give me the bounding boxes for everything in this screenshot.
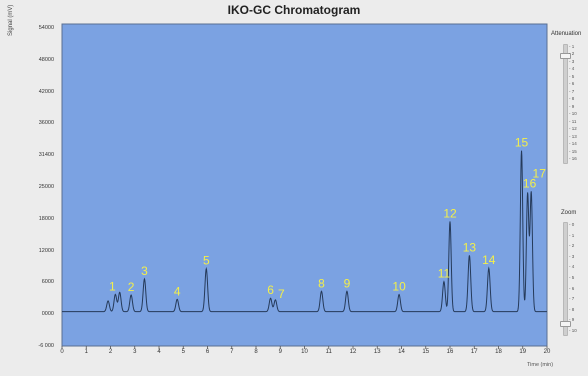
x-tick-label: 13 — [373, 349, 381, 355]
zoom-title: Zoom — [561, 210, 577, 216]
y-tick-label: 6000 — [41, 279, 54, 286]
slider-tick-label: - 6 — [569, 81, 575, 87]
peak-label: 2 — [128, 280, 135, 294]
x-tick-label: 10 — [301, 349, 308, 355]
peak-label: 15 — [515, 136, 529, 150]
y-tick-label: 36000 — [38, 120, 54, 127]
x-tick-label: 16 — [446, 349, 454, 355]
y-tick-label: 42000 — [38, 88, 54, 95]
attenuation-slider-thumb[interactable] — [560, 53, 571, 60]
x-tick-marks — [61, 346, 548, 349]
y-tick-label: 18000 — [38, 215, 54, 222]
attenuation-title: Attenuation — [551, 31, 582, 37]
slider-tick-label: - 1 — [569, 44, 575, 49]
x-tick-label: 7 — [230, 349, 234, 355]
peak-label: 1 — [109, 279, 116, 293]
slider-tick-label: - 8 — [569, 306, 575, 312]
y-tick-label: 48000 — [38, 56, 54, 63]
x-axis-label: Time (min) — [527, 362, 554, 368]
x-tick-label: 5 — [181, 349, 185, 355]
slider-tick-label: - 16 — [569, 156, 577, 161]
attenuation-slider-track[interactable] — [563, 44, 568, 164]
x-tick-label: 3 — [133, 349, 137, 355]
x-tick-label: 14 — [398, 349, 405, 355]
y-tick-label: 25000 — [38, 184, 54, 190]
x-tick-label: 19 — [519, 349, 527, 355]
slider-tick-label: - 1 — [569, 232, 575, 238]
x-tick-label: 0 — [60, 349, 64, 355]
slider-tick-label: - 10 — [569, 111, 577, 117]
y-tick-label: 12000 — [38, 247, 54, 254]
slider-tick-label: - 6 — [569, 285, 575, 291]
slider-tick-label: - 10 — [569, 328, 577, 333]
x-tick-label: 4 — [157, 349, 161, 355]
slider-tick-label: - 5 — [569, 275, 575, 280]
window-title: IKO-GC Chromatogram — [227, 3, 361, 17]
y-tick-label: 31400 — [38, 152, 54, 159]
y-tick-label: 54000 — [38, 25, 54, 31]
slider-tick-label: - 12 — [569, 126, 577, 132]
peak-label: 9 — [344, 276, 351, 290]
plot-area[interactable] — [61, 23, 548, 347]
peak-label: 7 — [278, 287, 285, 301]
slider-tick-label: - 15 — [569, 148, 577, 154]
peak-label: 13 — [463, 240, 477, 254]
peak-label: 16 — [523, 177, 537, 191]
slider-tick-label: - 9 — [569, 317, 575, 323]
x-tick-label: 8 — [254, 349, 258, 355]
slider-tick-label: - 14 — [569, 141, 577, 147]
peak-label: 6 — [267, 283, 274, 297]
slider-tick-label: - 13 — [569, 133, 577, 139]
peak-label: 14 — [482, 253, 496, 267]
x-tick-label: 6 — [205, 349, 210, 355]
peak-label: 8 — [318, 276, 325, 290]
zoom-slider-thumb[interactable] — [560, 320, 571, 327]
slider-tick-label: - 2 — [569, 51, 575, 57]
peak-label: 3 — [141, 264, 148, 278]
x-tick-label: 9 — [278, 349, 282, 355]
slider-tick-label: - 2 — [569, 243, 575, 249]
peak-label: 4 — [174, 284, 181, 298]
slider-tick-label: - 8 — [569, 96, 575, 102]
peak-label: 12 — [443, 206, 457, 220]
signal-trace — [62, 150, 547, 313]
x-tick-label: 11 — [325, 349, 332, 355]
slider-tick-label: - 0 — [569, 222, 575, 227]
y-tick-label: 0000 — [41, 311, 54, 318]
slider-tick-label: - 3 — [569, 58, 575, 64]
peak-label: 10 — [392, 279, 406, 293]
y-tick-label: -6 000 — [38, 343, 54, 349]
peak-label: 5 — [203, 254, 210, 268]
x-tick-label: 20 — [543, 349, 551, 355]
slider-tick-label: - 5 — [569, 73, 575, 79]
slider-tick-label: - 9 — [569, 103, 575, 109]
slider-tick-label: - 4 — [569, 264, 575, 270]
peak-label: 17 — [533, 166, 547, 180]
slider-tick-label: - 4 — [569, 66, 575, 72]
slider-tick-label: - 3 — [569, 253, 575, 259]
x-tick-label: 17 — [470, 349, 478, 355]
slider-tick-label: - 7 — [569, 88, 575, 94]
x-tick-label: 1 — [84, 349, 88, 355]
peak-label: 11 — [438, 267, 451, 281]
x-tick-label: 12 — [349, 349, 357, 355]
slider-tick-label: - 11 — [569, 118, 577, 124]
slider-tick-label: - 7 — [569, 296, 575, 302]
x-tick-label: 2 — [108, 349, 113, 355]
zoom-slider-track[interactable] — [563, 222, 568, 336]
x-tick-label: 15 — [422, 349, 430, 355]
x-tick-label: 18 — [495, 349, 502, 355]
